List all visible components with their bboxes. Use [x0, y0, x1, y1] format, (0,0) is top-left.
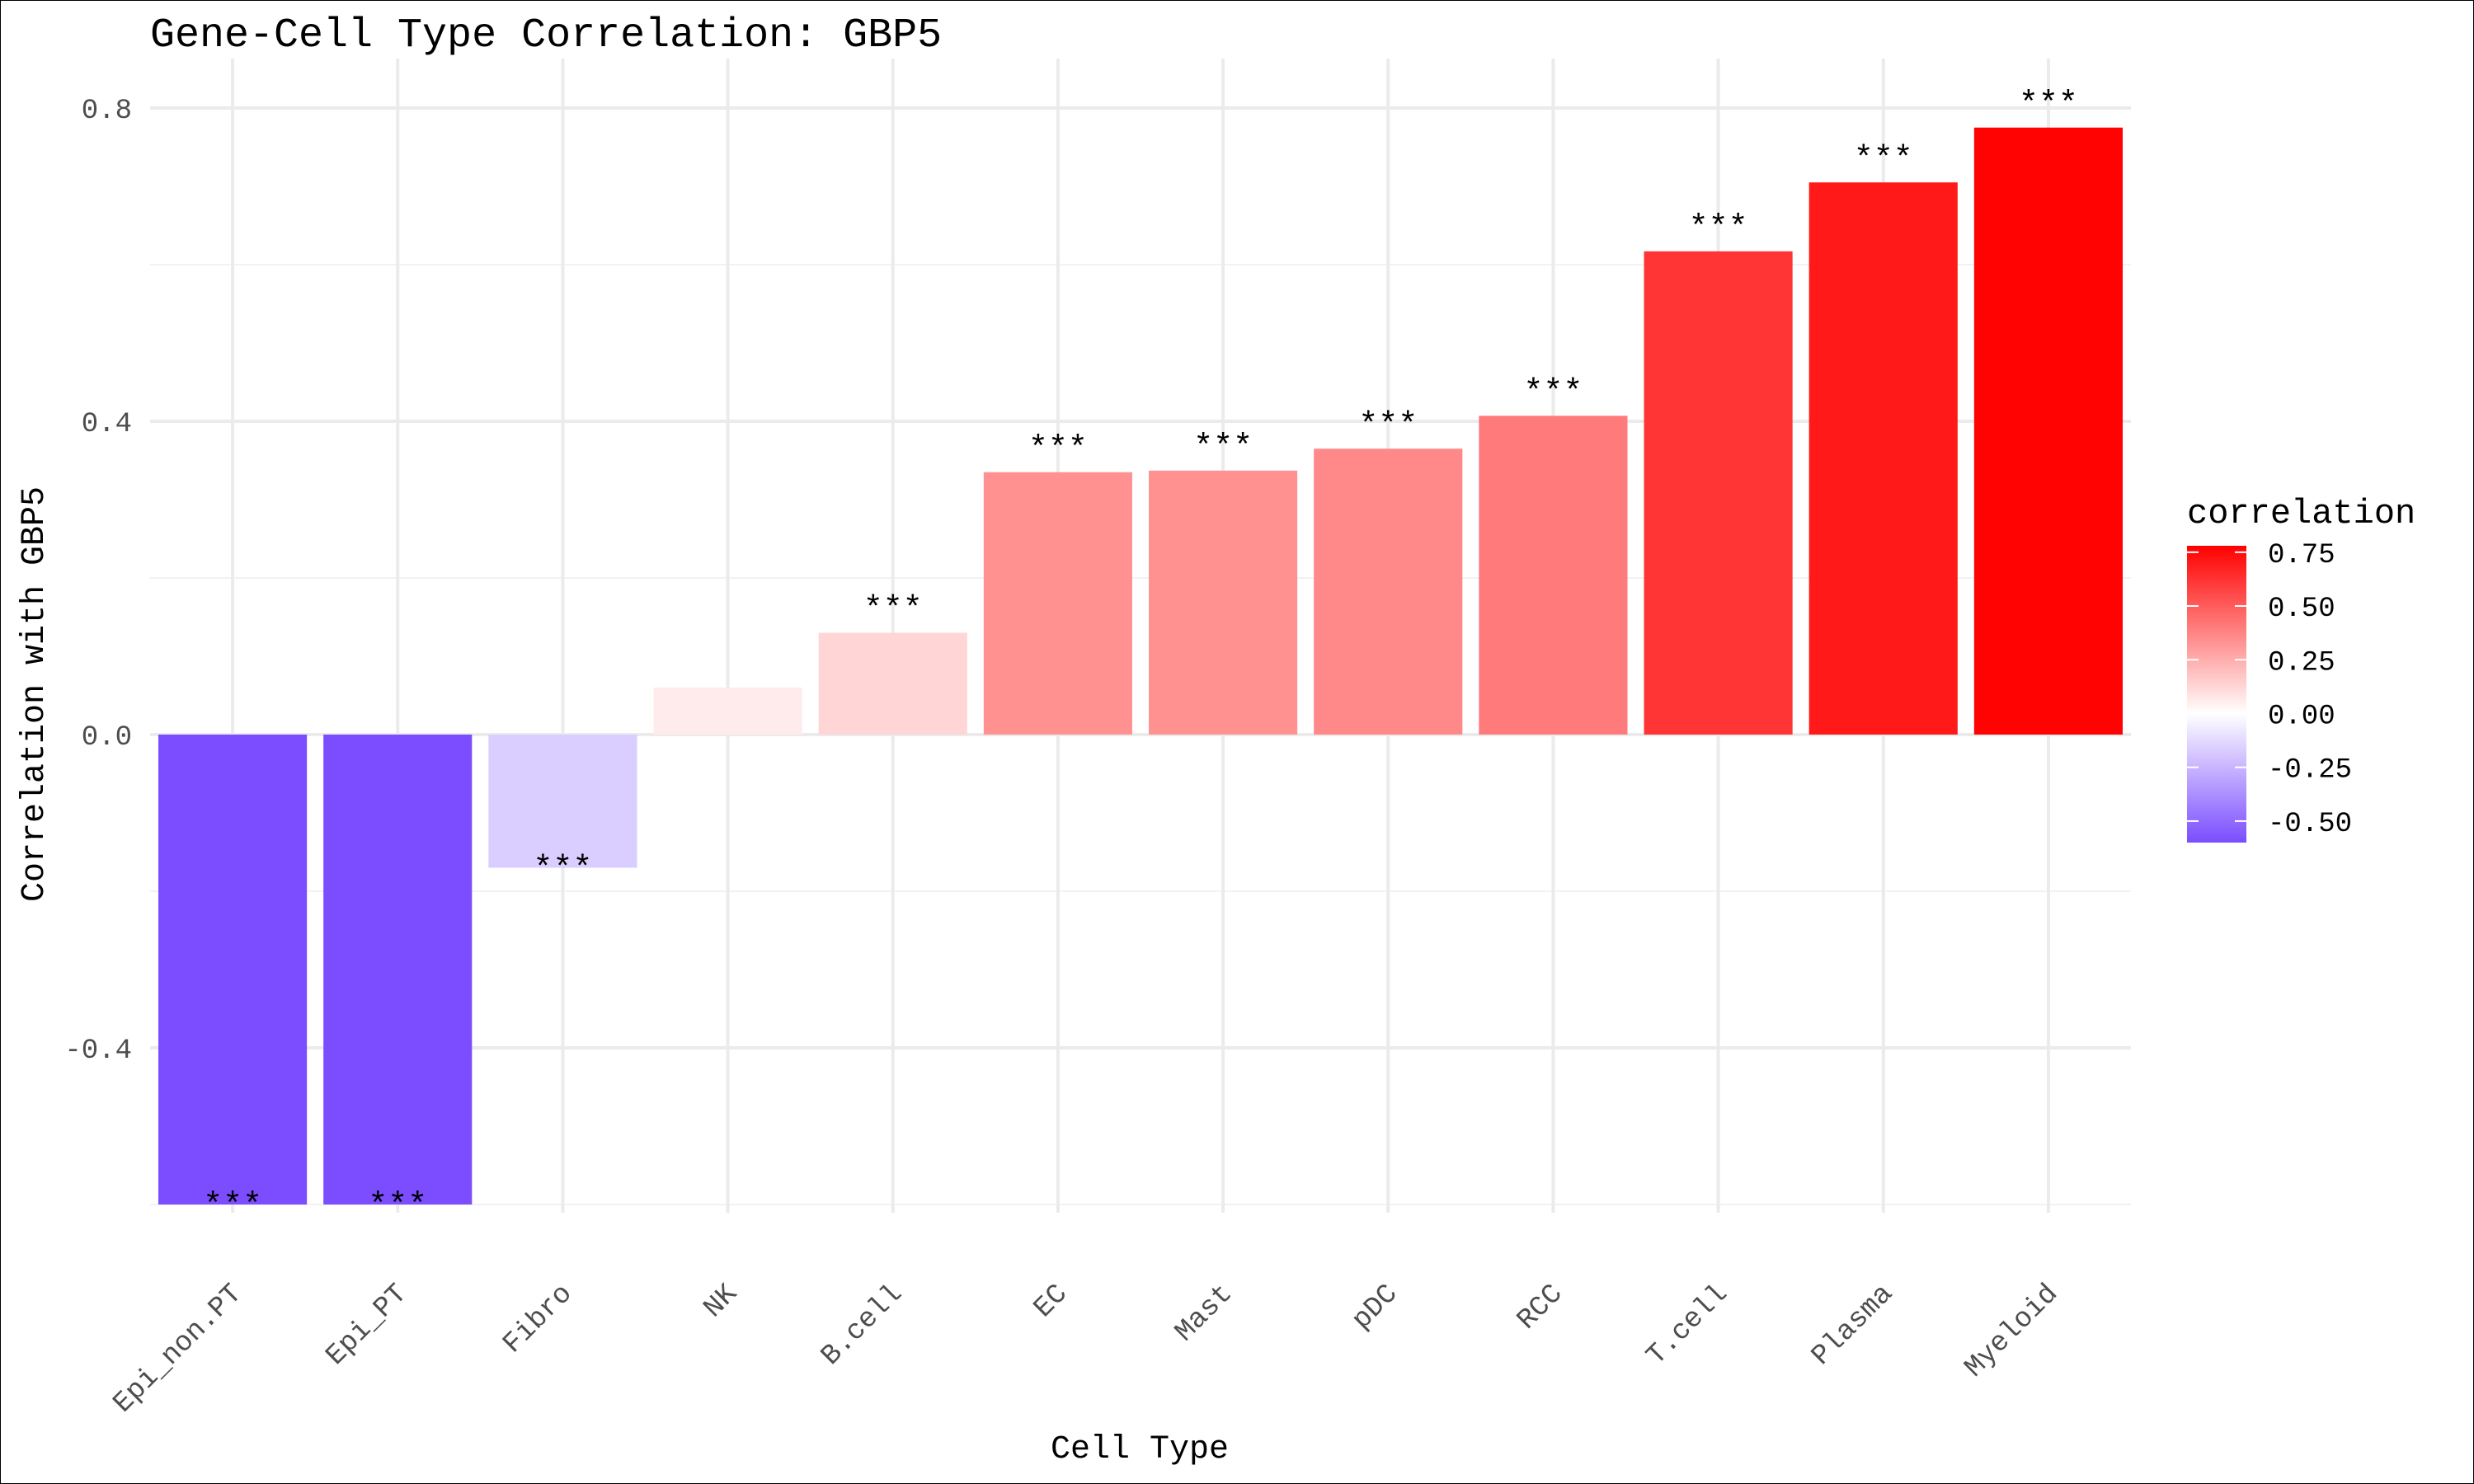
- bar-pDC: [1314, 448, 1463, 735]
- x-tick-labels: Epi_non.PT Epi_PT Fibro NK B.cell EC Mast pDC RC…: [108, 1278, 2065, 1420]
- significance-label: ***: [368, 1188, 427, 1225]
- legend-tick-label: 0.75: [2268, 540, 2335, 571]
- significance-label: ***: [1689, 210, 1748, 247]
- x-tick-label: B.cell: [816, 1279, 909, 1372]
- y-tick-label: -0.4: [64, 1036, 132, 1067]
- x-tick-label: EC: [1028, 1279, 1075, 1325]
- y-tick-label: 0.8: [82, 96, 132, 127]
- y-tick-labels: -0.4 0.0 0.4 0.8: [64, 96, 132, 1067]
- bar-Plasma: [1808, 182, 1958, 735]
- legend-tick-label: 0.00: [2268, 701, 2335, 732]
- bar-B.cell: [818, 632, 967, 735]
- bar-Epi_non.PT: [158, 735, 308, 1205]
- legend-title: correlation: [2187, 494, 2415, 533]
- legend-tick-label: 0.50: [2268, 594, 2335, 625]
- x-tick-label: Epi_non.PT: [108, 1279, 249, 1420]
- x-tick-label: T.cell: [1641, 1279, 1734, 1372]
- chart-title: Gene-Cell Type Correlation: GBP5: [150, 12, 942, 59]
- bar-Myeloid: [1973, 127, 2123, 735]
- significance-label: ***: [1358, 407, 1418, 444]
- significance-label: ***: [1028, 431, 1088, 468]
- legend-tick-label: 0.25: [2268, 647, 2335, 679]
- x-tick-label: NK: [698, 1278, 745, 1324]
- bar-NK: [653, 688, 802, 735]
- bar-Mast: [1149, 470, 1298, 735]
- x-tick-label: Epi_PT: [321, 1279, 414, 1372]
- significance-label: ***: [2019, 87, 2078, 124]
- color-legend: correlation 0.75 0.50 0.25 0.00 -0.25 -0.50: [2187, 494, 2415, 843]
- x-tick-label: Mast: [1169, 1279, 1239, 1349]
- legend-tick-label: -0.50: [2268, 809, 2352, 840]
- significance-label: ***: [533, 852, 592, 889]
- y-axis-label: Correlation with GBP5: [16, 486, 54, 902]
- x-axis-label: Cell Type: [1051, 1431, 1229, 1468]
- x-tick-label: Fibro: [497, 1279, 579, 1360]
- x-tick-label: Myeloid: [1959, 1279, 2065, 1384]
- y-tick-label: 0.4: [82, 409, 132, 440]
- significance-label: ***: [863, 592, 923, 629]
- significance-label: ***: [203, 1188, 262, 1225]
- significance-label: ***: [1523, 374, 1583, 411]
- significance-label: ***: [1193, 430, 1253, 467]
- x-tick-label: pDC: [1347, 1279, 1404, 1336]
- significance-labels: *** *** *** *** *** *** *** *** *** *** ***: [203, 87, 2078, 1225]
- bar-EC: [983, 472, 1132, 735]
- bars: [158, 127, 2123, 1205]
- bar-RCC: [1479, 416, 1628, 735]
- bar-Epi_PT: [323, 735, 473, 1205]
- bar-T.cell: [1644, 251, 1793, 735]
- x-tick-label: Plasma: [1806, 1279, 1899, 1372]
- significance-label: ***: [1854, 141, 1913, 178]
- y-tick-label: 0.0: [82, 722, 132, 754]
- minor-gridlines: [150, 264, 2131, 1205]
- x-tick-label: RCC: [1512, 1279, 1569, 1336]
- bar-Fibro: [488, 735, 637, 868]
- legend-tick-label: -0.25: [2268, 755, 2352, 787]
- legend-color-bar: [2187, 546, 2246, 843]
